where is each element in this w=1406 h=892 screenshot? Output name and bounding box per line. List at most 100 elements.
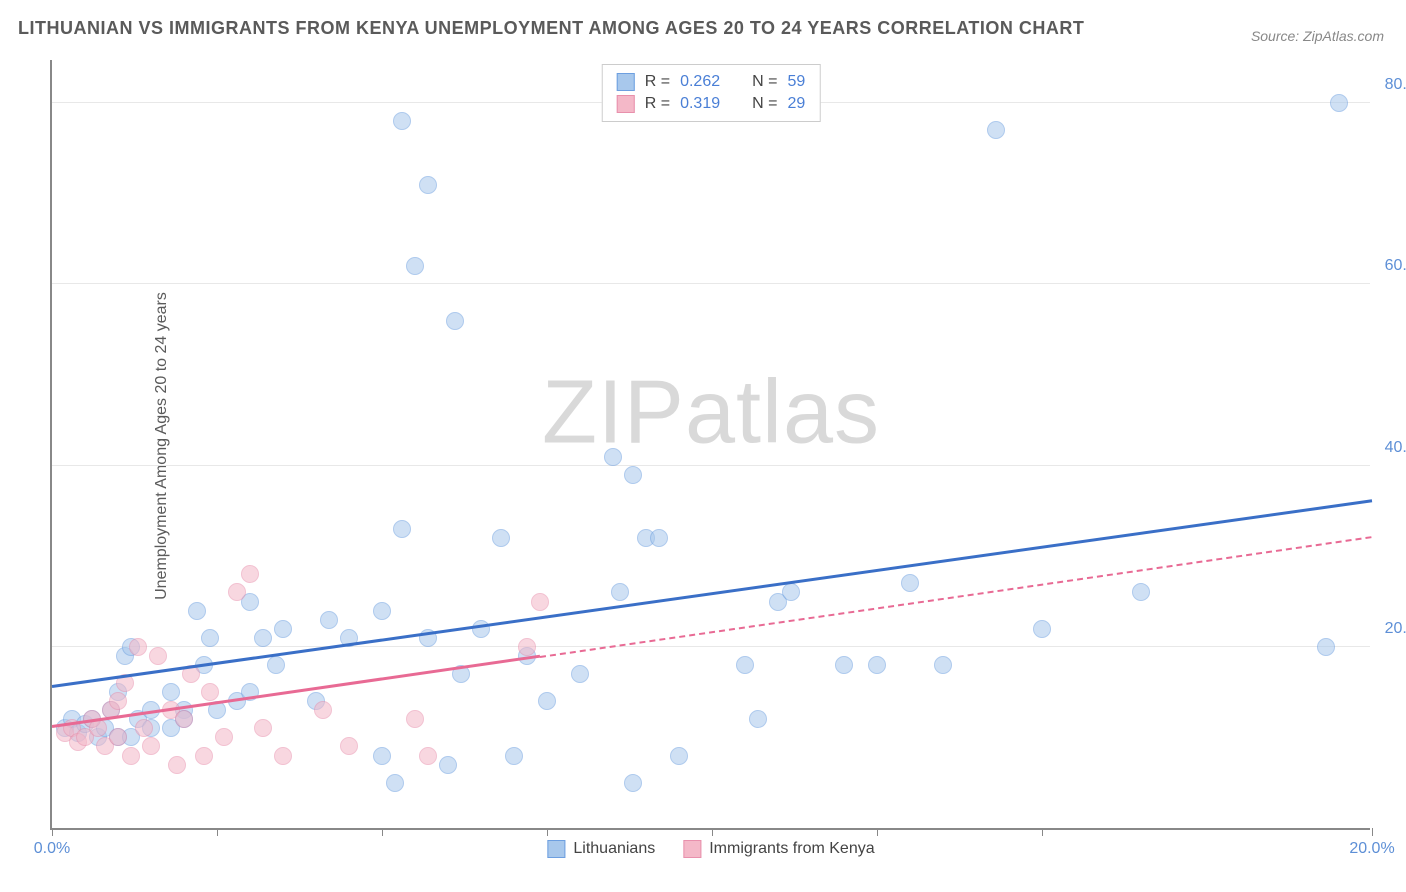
legend-label-1: Lithuanians bbox=[573, 840, 655, 858]
x-tick bbox=[52, 828, 53, 836]
scatter-point bbox=[505, 747, 523, 765]
bottom-legend: Lithuanians Immigrants from Kenya bbox=[547, 840, 874, 858]
y-tick-label: 80.0% bbox=[1385, 76, 1406, 94]
scatter-point bbox=[195, 747, 213, 765]
source-attribution: Source: ZipAtlas.com bbox=[1251, 28, 1384, 44]
scatter-point bbox=[419, 176, 437, 194]
gridline bbox=[52, 283, 1370, 284]
scatter-point bbox=[373, 747, 391, 765]
x-tick bbox=[877, 828, 878, 836]
legend-swatch-2 bbox=[683, 840, 701, 858]
x-tick bbox=[712, 828, 713, 836]
scatter-point bbox=[122, 747, 140, 765]
scatter-point bbox=[835, 656, 853, 674]
chart-title: LITHUANIAN VS IMMIGRANTS FROM KENYA UNEM… bbox=[18, 18, 1084, 39]
scatter-point bbox=[254, 629, 272, 647]
scatter-point bbox=[149, 647, 167, 665]
scatter-point bbox=[254, 719, 272, 737]
swatch-series-2 bbox=[617, 95, 635, 113]
scatter-point bbox=[538, 692, 556, 710]
scatter-point bbox=[228, 583, 246, 601]
scatter-point bbox=[215, 728, 233, 746]
r-value-1: 0.262 bbox=[680, 73, 720, 91]
trend-line-dashed bbox=[540, 536, 1372, 658]
scatter-point bbox=[274, 620, 292, 638]
legend-label-2: Immigrants from Kenya bbox=[709, 840, 874, 858]
scatter-point bbox=[934, 656, 952, 674]
scatter-point bbox=[168, 756, 186, 774]
scatter-point bbox=[162, 683, 180, 701]
scatter-point bbox=[1330, 94, 1348, 112]
scatter-point bbox=[393, 520, 411, 538]
y-tick-label: 20.0% bbox=[1385, 620, 1406, 638]
n-label: N = bbox=[752, 95, 777, 113]
scatter-point bbox=[901, 574, 919, 592]
stats-legend-box: R = 0.262 N = 59 R = 0.319 N = 29 bbox=[602, 64, 821, 122]
n-label: N = bbox=[752, 73, 777, 91]
scatter-point bbox=[201, 683, 219, 701]
scatter-point bbox=[439, 756, 457, 774]
scatter-point bbox=[406, 710, 424, 728]
scatter-point bbox=[782, 583, 800, 601]
scatter-point bbox=[1317, 638, 1335, 656]
stats-row-series-1: R = 0.262 N = 59 bbox=[617, 71, 806, 93]
x-tick bbox=[217, 828, 218, 836]
watermark: ZIPatlas bbox=[542, 362, 880, 465]
x-tick bbox=[1372, 828, 1373, 836]
watermark-thin: atlas bbox=[685, 363, 880, 463]
scatter-point bbox=[611, 583, 629, 601]
scatter-point bbox=[518, 638, 536, 656]
r-value-2: 0.319 bbox=[680, 95, 720, 113]
x-tick-label: 20.0% bbox=[1349, 840, 1394, 858]
scatter-point bbox=[340, 737, 358, 755]
scatter-point bbox=[571, 665, 589, 683]
scatter-point bbox=[201, 629, 219, 647]
scatter-point bbox=[109, 728, 127, 746]
stats-row-series-2: R = 0.319 N = 29 bbox=[617, 93, 806, 115]
scatter-point bbox=[142, 737, 160, 755]
scatter-point bbox=[446, 312, 464, 330]
x-tick bbox=[382, 828, 383, 836]
scatter-point bbox=[175, 710, 193, 728]
n-value-1: 59 bbox=[787, 73, 805, 91]
scatter-point bbox=[386, 774, 404, 792]
swatch-series-1 bbox=[617, 73, 635, 91]
scatter-point bbox=[987, 121, 1005, 139]
scatter-point bbox=[492, 529, 510, 547]
scatter-point bbox=[406, 257, 424, 275]
legend-swatch-1 bbox=[547, 840, 565, 858]
y-tick-label: 40.0% bbox=[1385, 439, 1406, 457]
gridline bbox=[52, 646, 1370, 647]
scatter-point bbox=[393, 112, 411, 130]
gridline bbox=[52, 465, 1370, 466]
scatter-point bbox=[419, 747, 437, 765]
x-tick bbox=[1042, 828, 1043, 836]
n-value-2: 29 bbox=[787, 95, 805, 113]
scatter-point bbox=[868, 656, 886, 674]
scatter-point bbox=[241, 565, 259, 583]
scatter-point bbox=[624, 466, 642, 484]
r-label: R = bbox=[645, 95, 670, 113]
scatter-point bbox=[320, 611, 338, 629]
scatter-point bbox=[314, 701, 332, 719]
scatter-point bbox=[531, 593, 549, 611]
r-label: R = bbox=[645, 73, 670, 91]
scatter-point bbox=[670, 747, 688, 765]
scatter-point bbox=[1033, 620, 1051, 638]
y-tick-label: 60.0% bbox=[1385, 257, 1406, 275]
scatter-point bbox=[472, 620, 490, 638]
scatter-point bbox=[624, 774, 642, 792]
scatter-point bbox=[1132, 583, 1150, 601]
scatter-point bbox=[373, 602, 391, 620]
scatter-point bbox=[135, 719, 153, 737]
scatter-point bbox=[109, 692, 127, 710]
scatter-point bbox=[188, 602, 206, 620]
x-tick bbox=[547, 828, 548, 836]
scatter-point bbox=[736, 656, 754, 674]
x-tick-label: 0.0% bbox=[34, 840, 70, 858]
scatter-point bbox=[749, 710, 767, 728]
scatter-point bbox=[650, 529, 668, 547]
plot-area: ZIPatlas 20.0%40.0%60.0%80.0% 0.0%20.0% … bbox=[50, 60, 1370, 830]
scatter-point bbox=[274, 747, 292, 765]
legend-item-1: Lithuanians bbox=[547, 840, 655, 858]
